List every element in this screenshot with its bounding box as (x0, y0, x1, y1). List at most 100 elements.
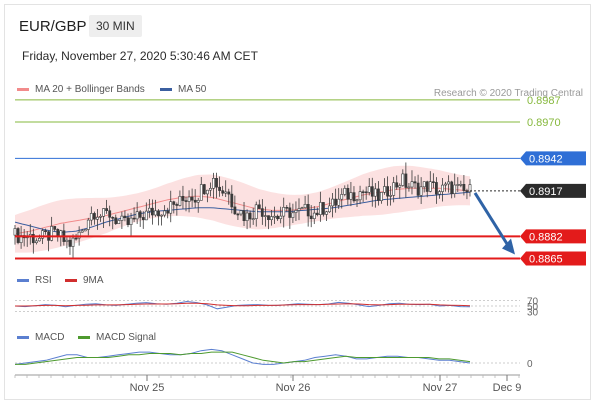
candle-body (383, 186, 386, 193)
candle-body (196, 200, 200, 203)
copyright-note: Research © 2020 Trading Central (433, 88, 583, 99)
candle-body (294, 210, 298, 213)
candle-body (257, 204, 261, 209)
candle-body (117, 220, 121, 224)
candle-body (270, 216, 273, 221)
candle-body (428, 181, 432, 192)
candle-body (44, 230, 47, 233)
rsi-tick-30: 30 (527, 308, 539, 319)
candle-body (447, 181, 451, 185)
candle-body (453, 184, 457, 194)
candle-body (263, 215, 267, 217)
candle-body (413, 181, 417, 184)
level-label-0.8942: 0.8942 (529, 153, 563, 165)
candle-body (102, 208, 106, 217)
candle-body (221, 190, 225, 194)
candle-body (178, 196, 182, 206)
candle-body (96, 216, 99, 220)
candle-body (285, 207, 289, 209)
candle-body (260, 208, 264, 217)
rsi-ma-line (15, 302, 471, 307)
candle-body (224, 191, 228, 194)
candle-body (392, 182, 396, 196)
candle-body (239, 210, 243, 215)
candle-body (331, 198, 335, 207)
time-tick-label: Nov 25 (130, 382, 165, 394)
candle-body (386, 186, 390, 197)
legend-ma50: MA 50 (160, 84, 206, 95)
forecast-arrow-head (502, 238, 515, 255)
candle-body (361, 191, 365, 193)
candle-body (450, 181, 454, 194)
candle-body (444, 183, 448, 186)
candle-body (434, 182, 438, 195)
level-label-0.8882: 0.8882 (529, 231, 563, 243)
candle-body (187, 196, 191, 202)
candle-body (193, 199, 197, 203)
candle-body (209, 188, 212, 191)
candle-body (230, 193, 234, 208)
candle-body (297, 208, 301, 211)
candle-body (68, 239, 72, 247)
candle-body (86, 219, 90, 230)
candle-body (303, 204, 307, 209)
ma50-line (14, 191, 471, 234)
candle-body (65, 239, 69, 242)
candle-body (227, 191, 231, 195)
rsi-tick-50: 50 (527, 302, 539, 313)
legend-rsi-ma: 9MA (65, 275, 104, 286)
candle-body (13, 228, 17, 236)
candle-body (373, 188, 377, 197)
ma20-swatch (17, 87, 29, 91)
candle-body (309, 215, 313, 220)
candle-body (245, 212, 249, 221)
candle-body (89, 213, 93, 221)
candle-body (236, 213, 240, 216)
candle-body (395, 182, 399, 188)
candle-body (425, 181, 429, 192)
level-tag-support (520, 251, 586, 266)
legend-rsi-ma-label: 9MA (83, 275, 104, 286)
candle-body (233, 206, 237, 215)
candle-body (273, 215, 277, 218)
candle-body (111, 217, 115, 219)
time-tick-label: Nov 27 (423, 382, 458, 394)
candle-body (163, 210, 167, 216)
candle-body (108, 210, 112, 218)
candle-body (343, 188, 347, 195)
candle-body (459, 184, 463, 186)
candle-body (379, 192, 383, 202)
ma50-swatch (160, 87, 172, 91)
level-label-0.8917: 0.8917 (529, 186, 563, 198)
candle-body (306, 204, 310, 217)
candle-body (288, 207, 292, 218)
legend-ma20-label: MA 20 + Bollinger Bands (35, 84, 145, 95)
candle-body (31, 234, 35, 244)
candle-body (389, 195, 393, 197)
macd-line (14, 348, 471, 365)
candle-body (212, 178, 215, 189)
candle-body (74, 237, 78, 240)
candle-body (404, 173, 408, 188)
candle-body (401, 173, 405, 186)
candle-body (141, 217, 145, 221)
candle-body (160, 214, 164, 217)
candle-body (340, 194, 344, 200)
candle-body (41, 230, 44, 239)
candle-body (364, 191, 368, 194)
chart-datetime: Friday, November 27, 2020 5:30:46 AM CET (22, 49, 258, 63)
candle-body (349, 192, 353, 200)
candle-body (251, 218, 255, 220)
timeframe-badge[interactable]: 30 MIN (89, 15, 142, 37)
candle-body (175, 204, 179, 206)
time-tick-label: Dec 9 (493, 382, 522, 394)
candle-body (355, 199, 359, 202)
candle-body (370, 186, 374, 197)
candle-body (184, 200, 188, 202)
level-tag-pivot (520, 151, 586, 166)
rsi-tick-70: 70 (527, 296, 539, 307)
macd-tick-0: 0 (527, 359, 533, 370)
legend-ma20: MA 20 + Bollinger Bands (17, 84, 145, 95)
candle-body (291, 212, 295, 218)
